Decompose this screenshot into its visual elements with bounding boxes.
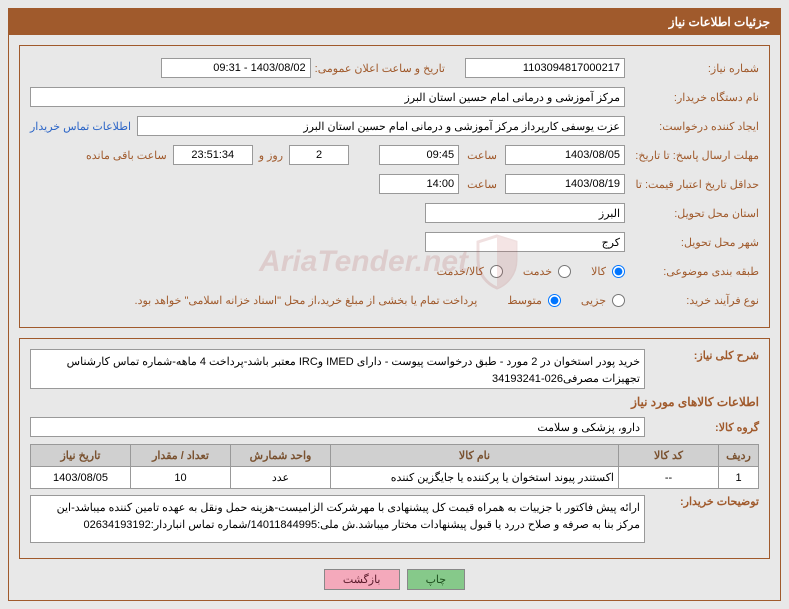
items-panel: شرح کلی نیاز: خرید پودر استخوان در 2 مور… (19, 338, 770, 559)
contact-link[interactable]: اطلاعات تماس خریدار (30, 120, 131, 133)
classification-label: طبقه بندی موضوعی: (629, 265, 759, 278)
buy-from-note: پرداخت تمام یا بخشی از مبلغ خرید،از محل … (135, 294, 478, 307)
delivery-province-label: استان محل تحویل: (629, 207, 759, 220)
send-time-field: 09:45 (379, 145, 459, 165)
items-info-title: اطلاعات کالاهای مورد نیاز (30, 395, 759, 409)
buyer-notes-label: توضیحات خریدار: (649, 495, 759, 508)
cell-code: -- (619, 467, 719, 489)
radio-service[interactable]: خدمت (523, 265, 571, 278)
countdown-time-field: 23:51:34 (173, 145, 253, 165)
col-name: نام کالا (331, 445, 619, 467)
price-time-label: ساعت (467, 178, 497, 191)
req-no-field: 1103094817000217 (465, 58, 625, 78)
countdown-days-field: 2 (289, 145, 349, 165)
buyer-notes-field: ارائه پیش فاکتور با جزییات به همراه قیمت… (30, 495, 645, 543)
main-panel: AriaTender.net جزئیات اطلاعات نیاز شماره… (8, 8, 781, 601)
cell-qty: 10 (131, 467, 231, 489)
price-time-field: 14:00 (379, 174, 459, 194)
buy-process-label: نوع فرآیند خرید: (629, 294, 759, 307)
price-validity-label: حداقل تاریخ اعتبار قیمت: تا (629, 178, 759, 191)
price-date-field: 1403/08/19 (505, 174, 625, 194)
buyer-org-field: مرکز آموزشی و درمانی امام حسین استان الب… (30, 87, 625, 107)
announce-dt-field: 1403/08/02 - 09:31 (161, 58, 311, 78)
send-time-label: ساعت (467, 149, 497, 162)
buyer-org-label: نام دستگاه خریدار: (629, 91, 759, 104)
cell-name: اکستندر پیوند استخوان یا پرکننده یا جایگ… (331, 467, 619, 489)
col-need-date: تاریخ نیاز (31, 445, 131, 467)
col-code: کد کالا (619, 445, 719, 467)
col-row: ردیف (719, 445, 759, 467)
announce-dt-label: تاریخ و ساعت اعلان عمومی: (315, 62, 445, 75)
table-row: 1 -- اکستندر پیوند استخوان یا پرکننده یا… (31, 467, 759, 489)
cell-idx: 1 (719, 467, 759, 489)
col-unit: واحد شمارش (231, 445, 331, 467)
cell-need-date: 1403/08/05 (31, 467, 131, 489)
goods-group-label: گروه کالا: (649, 421, 759, 434)
days-and-label: روز و (259, 149, 283, 162)
overall-desc-label: شرح کلی نیاز: (649, 349, 759, 362)
requestor-label: ایجاد کننده درخواست: (629, 120, 759, 133)
items-table: ردیف کد کالا نام کالا واحد شمارش تعداد /… (30, 444, 759, 489)
primary-info-panel: شماره نیاز: 1103094817000217 تاریخ و ساع… (19, 45, 770, 328)
radio-partial[interactable]: جزیی (581, 294, 625, 307)
back-button[interactable]: بازگشت (324, 569, 400, 590)
requestor-field: عزت یوسفی کارپرداز مرکز آموزشی و درمانی … (137, 116, 625, 136)
radio-both[interactable]: کالا/خدمت (437, 265, 503, 278)
delivery-city-label: شهر محل تحویل: (629, 236, 759, 249)
send-deadline-label: مهلت ارسال پاسخ: تا تاریخ: (629, 149, 759, 162)
radio-medium[interactable]: متوسط (507, 294, 561, 307)
button-row: چاپ بازگشت (19, 569, 770, 590)
overall-desc-field: خرید پودر استخوان در 2 مورد - طبق درخواس… (30, 349, 645, 389)
delivery-city-field: کرج (425, 232, 625, 252)
panel-title: جزئیات اطلاعات نیاز (9, 9, 780, 35)
cell-unit: عدد (231, 467, 331, 489)
delivery-province-field: البرز (425, 203, 625, 223)
remaining-label: ساعت باقی مانده (86, 149, 167, 162)
send-date-field: 1403/08/05 (505, 145, 625, 165)
col-qty: تعداد / مقدار (131, 445, 231, 467)
goods-group-field: دارو، پزشکی و سلامت (30, 417, 645, 437)
req-no-label: شماره نیاز: (629, 62, 759, 75)
print-button[interactable]: چاپ (407, 569, 466, 590)
radio-goods[interactable]: کالا (591, 265, 625, 278)
